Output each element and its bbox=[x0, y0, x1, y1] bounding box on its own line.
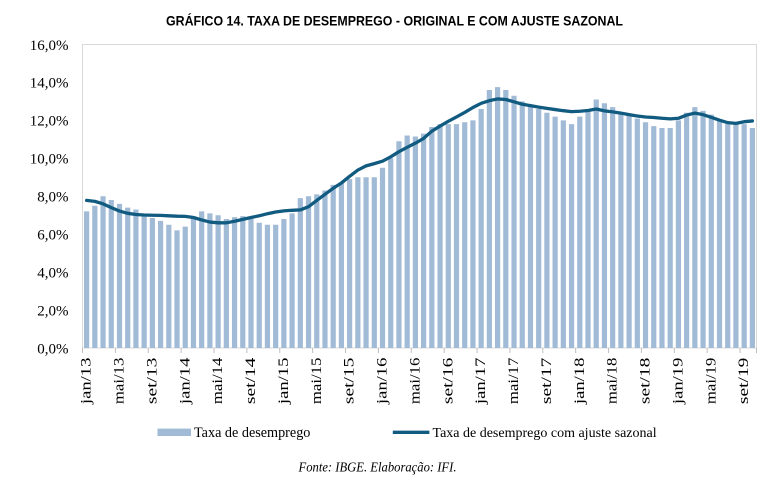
svg-text:jan/19: jan/19 bbox=[670, 358, 686, 406]
svg-text:set/19: set/19 bbox=[736, 358, 752, 405]
svg-text:12,0%: 12,0% bbox=[30, 114, 69, 130]
svg-text:Taxa de desemprego: Taxa de desemprego bbox=[194, 425, 310, 441]
svg-text:jan/13: jan/13 bbox=[79, 358, 95, 406]
svg-text:set/14: set/14 bbox=[243, 357, 259, 404]
svg-text:Taxa de desemprego com ajuste: Taxa de desemprego com ajuste sazonal bbox=[433, 426, 657, 441]
svg-text:jan/16: jan/16 bbox=[375, 357, 391, 405]
svg-text:mai/19: mai/19 bbox=[703, 358, 719, 405]
svg-text:mai/13: mai/13 bbox=[112, 358, 128, 405]
svg-text:mai/17: mai/17 bbox=[506, 357, 522, 404]
svg-text:set/13: set/13 bbox=[144, 358, 160, 405]
svg-text:set/17: set/17 bbox=[539, 357, 555, 404]
svg-text:10,0%: 10,0% bbox=[30, 152, 69, 168]
svg-text:mai/14: mai/14 bbox=[210, 357, 226, 404]
svg-text:Fonte: IBGE. Elaboração: IFI.: Fonte: IBGE. Elaboração: IFI. bbox=[298, 461, 457, 476]
svg-text:GRÁFICO 14. TAXA DE DESEMPREGO: GRÁFICO 14. TAXA DE DESEMPREGO - ORIGINA… bbox=[166, 13, 623, 29]
svg-text:mai/16: mai/16 bbox=[407, 357, 423, 404]
svg-text:jan/14: jan/14 bbox=[177, 357, 193, 405]
svg-text:jan/15: jan/15 bbox=[276, 358, 292, 406]
svg-text:4,0%: 4,0% bbox=[37, 265, 68, 281]
svg-text:8,0%: 8,0% bbox=[37, 190, 68, 206]
svg-text:set/15: set/15 bbox=[342, 358, 358, 405]
svg-text:set/16: set/16 bbox=[440, 357, 456, 404]
svg-text:set/18: set/18 bbox=[638, 358, 654, 405]
svg-text:16,0%: 16,0% bbox=[30, 38, 69, 54]
svg-text:2,0%: 2,0% bbox=[37, 303, 68, 319]
svg-text:0,0%: 0,0% bbox=[37, 341, 68, 357]
svg-text:jan/17: jan/17 bbox=[473, 357, 489, 405]
svg-text:jan/18: jan/18 bbox=[572, 358, 588, 406]
svg-text:6,0%: 6,0% bbox=[37, 227, 68, 243]
svg-text:14,0%: 14,0% bbox=[30, 76, 69, 92]
svg-text:mai/18: mai/18 bbox=[605, 358, 621, 405]
svg-text:mai/15: mai/15 bbox=[309, 358, 325, 405]
